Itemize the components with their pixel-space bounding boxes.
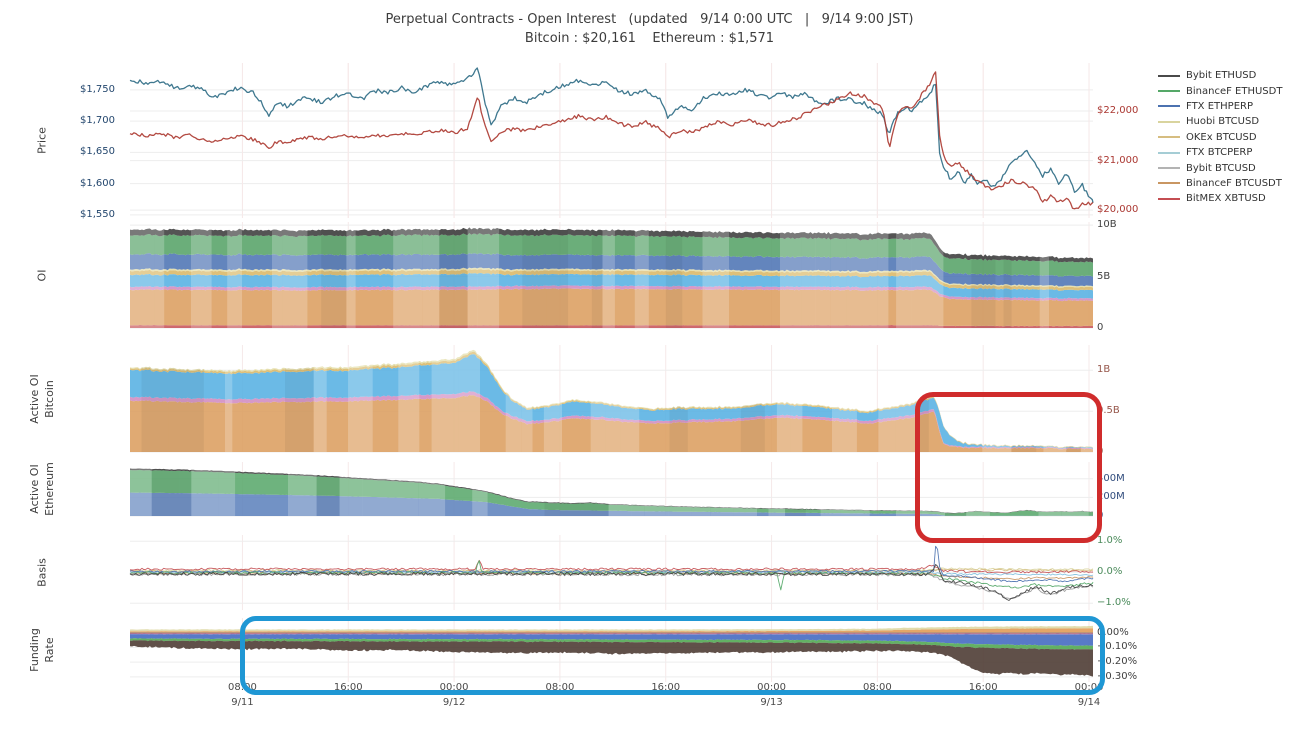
y-tick-basis-right: 1.0% [1097,535,1123,547]
legend-item: BinanceF BTCUSDT [1158,176,1298,191]
legend-line-swatch [1158,74,1180,77]
y-tick-funding_rate: −0.30% [1097,670,1138,682]
y-tick-funding_rate: 0.00% [1097,626,1129,638]
y-tick-basis-right: 0.0% [1097,566,1123,578]
legend-label: OKEx BTCUSD [1186,131,1257,143]
x-tick-time: 00:00 [439,682,469,693]
y-tick-price-right: $22,000 [1097,105,1139,117]
y-tick-oi: 10B [1097,219,1117,231]
legend-line-swatch [1158,197,1180,200]
legend-line-swatch [1158,182,1180,185]
y-tick-funding_rate: −0.10% [1097,641,1138,653]
panel-label-oi: OI [35,269,49,281]
y-tick-active_oi_ethereum: 400M [1097,472,1125,484]
page-subtitle: Bitcoin : $20,161 Ethereum : $1,571 [524,31,775,46]
panel-label-funding_rate: Funding Rate [28,628,56,672]
legend-label: FTX BTCPERP [1186,147,1253,159]
y-tick-price-right: $20,000 [1097,204,1139,216]
y-tick-price-left: $1,650 [80,146,115,158]
y-tick-oi: 5B [1097,270,1111,282]
legend-line-swatch [1158,136,1180,139]
y-tick-price-left: $1,600 [80,177,115,189]
x-tick-time: 08:00 [545,682,575,693]
legend-item: BinanceF ETHUSDT [1158,83,1298,98]
panel-label-price: Price [35,127,49,154]
legend-item: Bybit ETHUSD [1158,68,1298,83]
x-tick-time: 00:00 [757,682,786,693]
legend: Bybit ETHUSD BinanceF ETHUSDT FTX ETHPERP H… [1158,68,1298,207]
y-tick-price-left: $1,700 [80,115,115,127]
legend-item: FTX BTCPERP [1158,145,1298,160]
y-tick-price-right: $21,000 [1097,154,1139,166]
x-tick-time: 16:00 [333,682,363,693]
x-tick-date: 9/12 [442,697,466,708]
x-tick-date: 9/13 [760,697,783,708]
y-tick-funding_rate: −0.20% [1097,656,1138,668]
y-tick-active_oi_ethereum: 200M [1097,491,1125,503]
y-tick-active_oi_bitcoin: 0.5B [1097,405,1120,417]
legend-line-swatch [1158,90,1180,93]
y-tick-oi: 0 [1097,322,1104,333]
x-tick-date: 9/14 [1077,697,1101,708]
page-title: Perpetual Contracts - Open Interest (upd… [385,12,914,27]
legend-label: Bybit BTCUSD [1186,162,1256,174]
y-tick-active_oi_ethereum: 0 [1097,510,1104,521]
x-tick-time: 00:00 [1074,682,1104,693]
legend-label: BitMEX XBTUSD [1186,193,1266,205]
y-tick-active_oi_bitcoin: 0 [1097,446,1104,457]
legend-item: Huobi BTCUSD [1158,114,1298,129]
legend-label: BinanceF ETHUSDT [1186,85,1283,97]
legend-line-swatch [1158,105,1180,108]
x-tick-time: 08:00 [228,682,257,693]
legend-line-swatch [1158,151,1180,154]
legend-item: FTX ETHPERP [1158,99,1298,114]
legend-item: OKEx BTCUSD [1158,130,1298,145]
legend-label: FTX ETHPERP [1186,100,1253,112]
legend-line-swatch [1158,167,1180,170]
x-tick-time: 08:00 [862,682,892,693]
y-tick-active_oi_bitcoin: 1B [1097,364,1111,376]
legend-item: BitMEX XBTUSD [1158,191,1298,206]
x-tick-time: 16:00 [651,682,681,693]
legend-item: Bybit BTCUSD [1158,160,1298,175]
y-tick-basis-right: −1.0% [1097,597,1131,609]
y-tick-price-left: $1,750 [80,83,115,95]
legend-label: Bybit ETHUSD [1186,70,1257,82]
legend-label: BinanceF BTCUSDT [1186,177,1282,189]
x-tick-time: 16:00 [968,682,998,693]
legend-label: Huobi BTCUSD [1186,116,1260,128]
legend-line-swatch [1158,120,1180,123]
y-tick-price-left: $1,550 [80,208,115,220]
x-tick-date: 9/11 [231,697,254,708]
